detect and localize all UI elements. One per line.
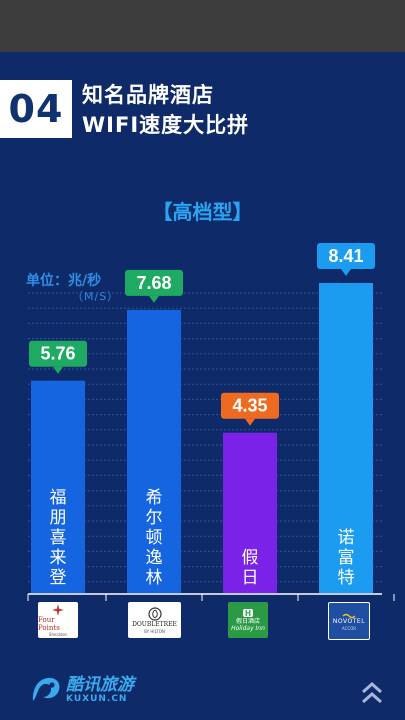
unit-label: 单位：兆/秒 xyxy=(26,273,102,289)
value-label-bubble xyxy=(221,392,279,419)
bar xyxy=(319,283,373,593)
bar xyxy=(31,380,85,593)
brand-mark-icon xyxy=(32,677,60,701)
value-label: 7.68 xyxy=(136,273,171,293)
logo-subtext: BY HILTON xyxy=(144,628,165,634)
tree-icon xyxy=(147,606,162,621)
value-label-pointer xyxy=(53,366,63,374)
h-mark-icon: H xyxy=(243,609,253,618)
category-label: 福朋喜来登 xyxy=(50,488,67,588)
logo-subtext: Sheraton xyxy=(48,631,68,637)
logo-text: Four Points xyxy=(38,615,60,632)
category-label: 假日 xyxy=(242,548,259,588)
chart-title: 【高档型】 xyxy=(152,200,253,224)
bar xyxy=(223,432,277,593)
logo-subtext: ACCOR xyxy=(341,625,357,631)
value-label-pointer xyxy=(341,269,351,276)
value-label-pointer xyxy=(245,418,255,426)
value-label: 4.35 xyxy=(232,396,267,416)
compass-star-icon xyxy=(52,603,64,616)
four-points-logo: Four Points Sheraton xyxy=(38,602,78,638)
value-label: 8.41 xyxy=(328,246,363,266)
brand-name-en: KUXUN.CN xyxy=(66,694,128,704)
category-label: 希尔顿逸林 xyxy=(146,488,163,588)
logo-text: NOVOTEL xyxy=(332,617,366,625)
bar xyxy=(127,309,181,593)
logo-text: DOUBLETREE xyxy=(132,620,177,628)
svg-text:H: H xyxy=(245,609,251,618)
value-label-pointer xyxy=(149,295,159,303)
value-label-bubble xyxy=(29,340,87,367)
page-title: 知名品牌酒店 WIFI速度大比拼 xyxy=(82,80,249,140)
value-label-bubble xyxy=(317,243,375,269)
section-number: 04 xyxy=(8,87,64,131)
double-chevron-up-icon[interactable] xyxy=(360,680,384,706)
logo-subtext: Holiday Inn xyxy=(231,625,265,632)
holiday-inn-logo: H 假日酒店 Holiday Inn xyxy=(228,602,268,638)
doubletree-logo: DOUBLETREE BY HILTON xyxy=(128,602,181,638)
brand-name-cn: 酷讯旅游 xyxy=(66,675,134,695)
value-label-bubble xyxy=(125,269,183,296)
section-number-box: 04 xyxy=(0,80,72,138)
novotel-logo: NOVOTEL ACCOR xyxy=(328,602,370,640)
logo-text: 假日酒店 xyxy=(235,618,260,625)
title-line-2: WIFI速度大比拼 xyxy=(82,113,250,137)
wave-icon xyxy=(342,613,356,618)
brand-logo: 酷讯旅游 KUXUN.CN xyxy=(30,675,134,705)
category-label: 诺富特 xyxy=(338,528,355,588)
value-label: 5.76 xyxy=(40,344,75,364)
title-line-1: 知名品牌酒店 xyxy=(82,83,214,107)
top-bar xyxy=(0,0,405,52)
unit-sub-label: （M/S） xyxy=(72,290,120,303)
